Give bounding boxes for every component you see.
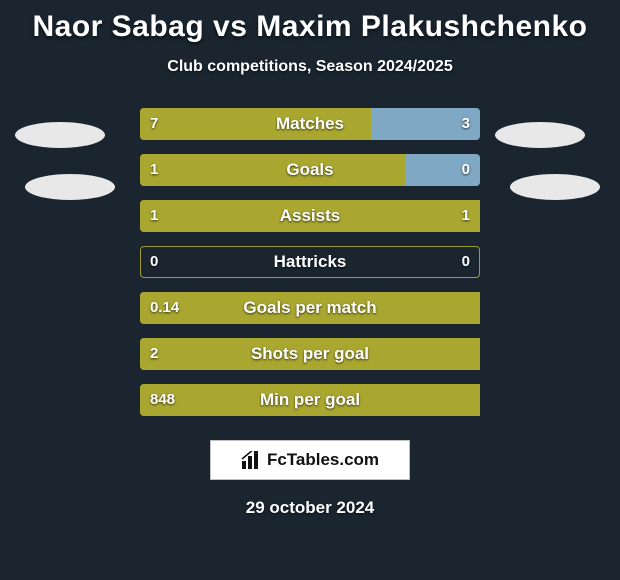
- bar-left: [140, 200, 480, 232]
- stat-row: 0.14Goals per match: [140, 292, 480, 324]
- brand-badge[interactable]: FcTables.com: [210, 440, 410, 480]
- value-left: 0: [150, 246, 158, 278]
- stat-row: 11Assists: [140, 200, 480, 232]
- comparison-rows: 73Matches10Goals11Assists00Hattricks0.14…: [0, 108, 620, 416]
- date-text: 29 october 2024: [0, 498, 620, 518]
- value-left: 848: [150, 384, 175, 416]
- value-left: 0.14: [150, 292, 179, 324]
- value-left: 1: [150, 200, 158, 232]
- value-left: 7: [150, 108, 158, 140]
- stat-row: 00Hattricks: [140, 246, 480, 278]
- bar-left: [140, 292, 480, 324]
- bar-left: [140, 154, 405, 186]
- value-right: 0: [462, 246, 470, 278]
- stat-row: 2Shots per goal: [140, 338, 480, 370]
- player-ellipse: [25, 174, 115, 200]
- brand-text: FcTables.com: [267, 450, 379, 470]
- subtitle: Club competitions, Season 2024/2025: [0, 58, 620, 76]
- page-title: Naor Sabag vs Maxim Plakushchenko: [0, 0, 620, 44]
- stat-row: 10Goals: [140, 154, 480, 186]
- bar-left: [140, 384, 480, 416]
- value-right: 0: [462, 154, 470, 186]
- value-right: 3: [462, 108, 470, 140]
- player-ellipse: [15, 122, 105, 148]
- bar-left: [140, 338, 480, 370]
- bar-left: [140, 108, 371, 140]
- value-left: 2: [150, 338, 158, 370]
- player-ellipse: [510, 174, 600, 200]
- bar-track: [140, 246, 480, 278]
- bars-icon: [241, 451, 263, 469]
- player-ellipse: [495, 122, 585, 148]
- stat-row: 73Matches: [140, 108, 480, 140]
- value-left: 1: [150, 154, 158, 186]
- stat-row: 848Min per goal: [140, 384, 480, 416]
- value-right: 1: [462, 200, 470, 232]
